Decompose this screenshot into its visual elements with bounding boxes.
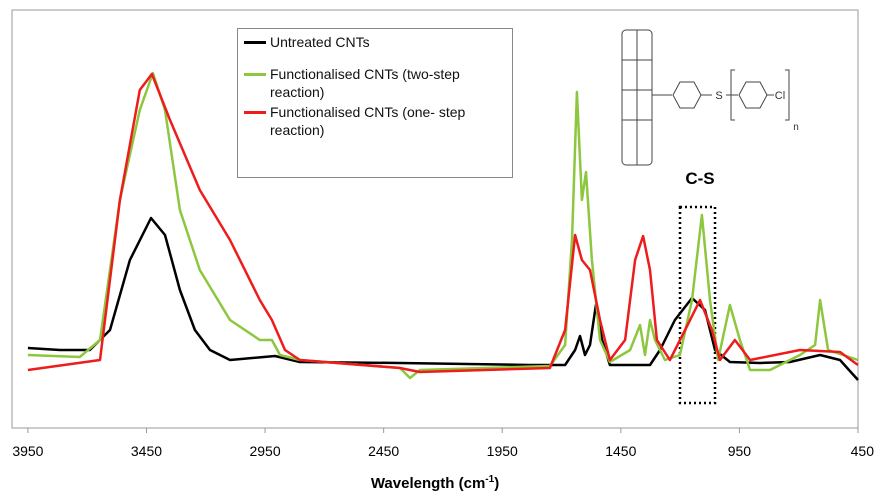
legend-label: Untreated CNTs <box>270 34 370 50</box>
legend-label: Functionalised CNTs (one- step reaction) <box>270 104 466 138</box>
x-tick-label: 1950 <box>487 443 518 459</box>
annotation: C-S <box>685 169 714 188</box>
x-tick-label: 2950 <box>249 443 280 459</box>
series-line <box>27 72 859 374</box>
series-line <box>27 71 859 380</box>
structure-label: S <box>715 90 722 102</box>
series-line <box>27 216 859 381</box>
x-tick-label: 3950 <box>12 443 43 459</box>
legend: Untreated CNTs Functionalised CNTs (two-s… <box>237 28 513 178</box>
structure <box>621 29 790 166</box>
legend-entry: Functionalised CNTs (two-step reaction) <box>244 65 506 101</box>
x-axis-title-text: Wavelength (cm <box>371 475 485 492</box>
legend-label: Functionalised CNTs (two-step reaction) <box>270 66 460 100</box>
x-tick-label: 950 <box>728 443 752 459</box>
structure-label: Cl <box>775 90 785 102</box>
x-axis-title-sup: -1 <box>485 474 494 485</box>
structure-label: n <box>793 122 799 133</box>
plot-frame <box>11 9 859 429</box>
x-axis-title: Wavelength (cm-1) <box>371 474 499 492</box>
x-tick-label: 2450 <box>368 443 399 459</box>
x-tick-label: 1450 <box>605 443 636 459</box>
legend-swatch <box>244 73 266 76</box>
x-tick-label: 3450 <box>131 443 162 459</box>
legend-swatch <box>244 111 266 114</box>
legend-entry: Untreated CNTs <box>244 33 506 51</box>
x-tick-label: 450 <box>851 443 875 459</box>
legend-entry: Functionalised CNTs (one- step reaction) <box>244 103 506 139</box>
x-axis-title-end: ) <box>494 475 499 492</box>
legend-swatch <box>244 41 266 44</box>
